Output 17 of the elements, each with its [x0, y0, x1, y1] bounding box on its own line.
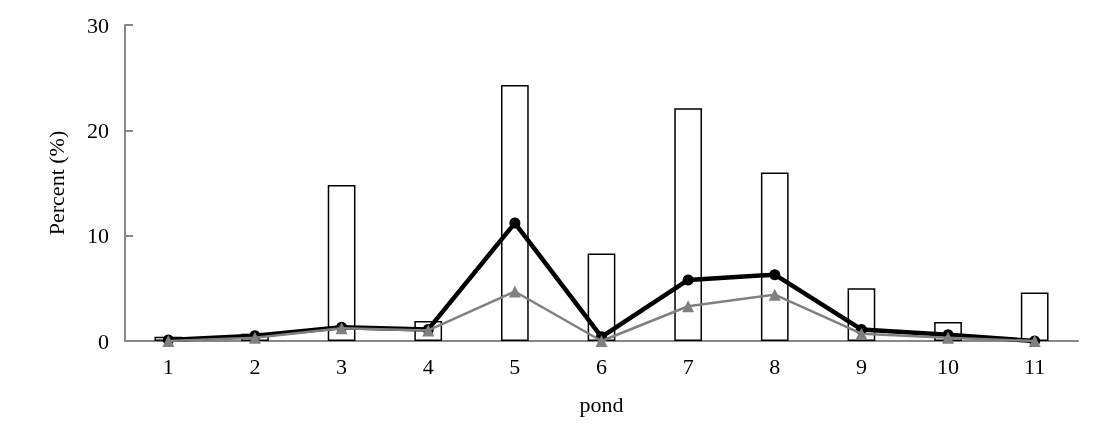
x-tick-label: 6: [596, 353, 607, 379]
y-tick-label: 20: [87, 117, 109, 143]
x-tick-label: 10: [937, 353, 960, 379]
x-tick-label: 9: [855, 353, 867, 379]
y-axis-title: Percent (%): [43, 130, 69, 236]
x-tick-label: 4: [422, 353, 434, 379]
x-tick-label: 11: [1024, 353, 1046, 379]
x-tick-label: 5: [509, 353, 521, 379]
x-tick-label: 3: [336, 353, 348, 379]
y-tick-label: 10: [87, 223, 109, 249]
x-tick-label: 1: [162, 353, 174, 379]
x-tick-label: 2: [249, 353, 261, 379]
y-tick-label: 30: [87, 12, 109, 38]
x-axis-title: pond: [579, 391, 624, 417]
y-tick-label: 0: [98, 328, 109, 354]
x-tick-label: 8: [769, 353, 781, 379]
x-tick-label: 7: [682, 353, 694, 379]
